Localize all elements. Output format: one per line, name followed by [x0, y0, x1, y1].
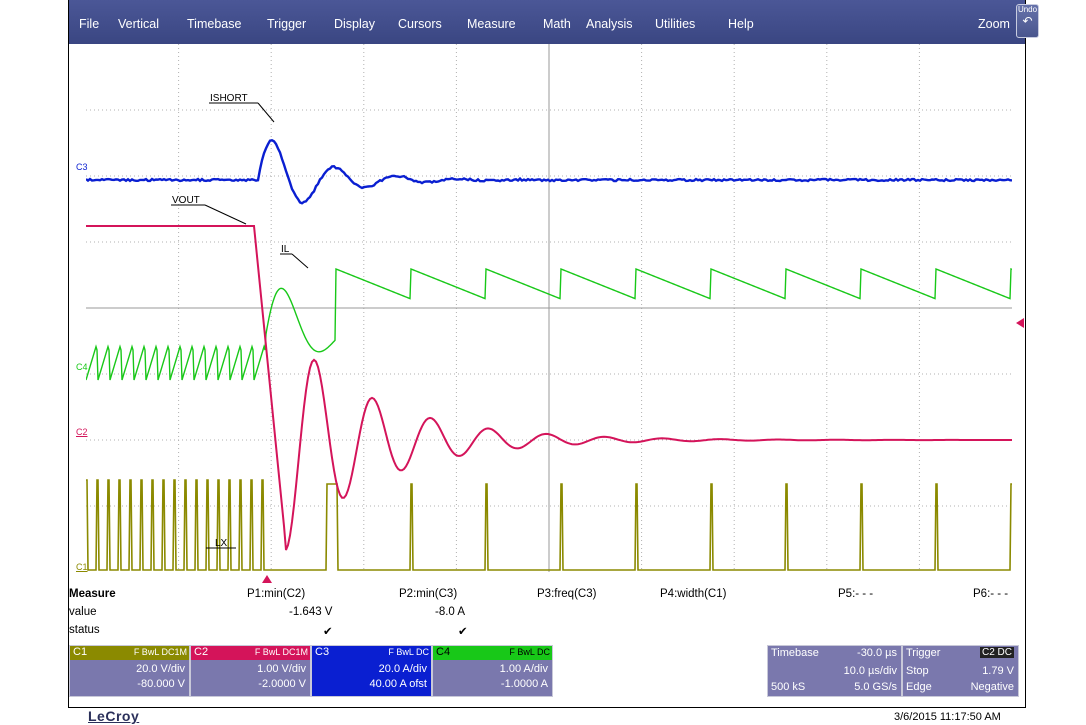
zoom-button[interactable]: Zoom [978, 17, 1010, 31]
channel-box-c2-header: C2 F BwL DC1M [191, 646, 310, 660]
menu-analysis[interactable]: Analysis [586, 17, 633, 31]
param-p2-status: ✔ [458, 624, 468, 638]
menu-bar: File Vertical Timebase Trigger Display C… [69, 0, 1025, 44]
channel-c4-offset: -1.0000 A [501, 678, 548, 690]
param-p5-name[interactable]: P5:- - - [838, 588, 873, 600]
timebase-tdiv: 10.0 µs/div [844, 665, 897, 677]
timebase-rate: 5.0 GS/s [854, 681, 897, 693]
channel-c1-offset: -80.000 V [137, 678, 185, 690]
param-p1-status: ✔ [323, 624, 333, 638]
timestamp: 3/6/2015 11:17:50 AM [894, 711, 1001, 723]
menu-display[interactable]: Display [334, 17, 375, 31]
measure-row-status: status [69, 624, 100, 636]
channel-box-c2[interactable]: C2 F BwL DC1M 1.00 V/div -2.0000 V [190, 645, 311, 697]
channel-c2-offset: -2.0000 V [258, 678, 306, 690]
param-p4-name[interactable]: P4:width(C1) [660, 588, 726, 600]
trigger-level: 1.79 V [982, 665, 1014, 677]
param-p3-name[interactable]: P3:freq(C3) [537, 588, 596, 600]
channel-c4-tag: C4 [436, 646, 450, 658]
timebase-box[interactable]: Timebase -30.0 µs 10.0 µs/div 500 kS 5.0… [767, 645, 902, 697]
lecroy-logo: LeCroy [88, 708, 139, 724]
c4-ground-label: C4 [76, 362, 88, 372]
channel-box-c4[interactable]: C4 F BwL DC 1.00 A/div -1.0000 A [432, 645, 553, 697]
undo-button[interactable]: Undo ↶ [1016, 4, 1039, 38]
trigger-level-marker[interactable] [1012, 318, 1024, 328]
channel-c1-tag: C1 [73, 646, 87, 658]
trigger-position-marker[interactable] [262, 574, 272, 584]
menu-timebase[interactable]: Timebase [187, 17, 241, 31]
menu-trigger[interactable]: Trigger [267, 17, 306, 31]
channel-c3-vdiv: 20.0 A/div [379, 663, 427, 675]
timebase-delay: -30.0 µs [857, 647, 897, 659]
param-p6-name[interactable]: P6:- - - [973, 588, 1008, 600]
menu-cursors[interactable]: Cursors [398, 17, 442, 31]
menu-file[interactable]: File [79, 17, 99, 31]
channel-box-c1-header: C1 F BwL DC1M [70, 646, 189, 660]
menu-math[interactable]: Math [543, 17, 571, 31]
channel-c3-flags: F BwL DC [388, 647, 429, 657]
trigger-mode: Stop [906, 665, 929, 677]
channel-c3-offset: 40.00 A ofst [370, 678, 428, 690]
channel-box-c4-header: C4 F BwL DC [433, 646, 552, 660]
c2-ground-label: C2 [76, 427, 88, 437]
menu-help[interactable]: Help [728, 17, 754, 31]
channel-c2-tag: C2 [194, 646, 208, 658]
trigger-box[interactable]: Trigger C2 DC Stop 1.79 V Edge Negative [902, 645, 1019, 697]
channel-box-c1[interactable]: C1 F BwL DC1M 20.0 V/div -80.000 V [69, 645, 190, 697]
undo-arrow-icon: ↶ [1017, 15, 1038, 27]
measure-row-value: value [69, 606, 97, 618]
c3-ground-label: C3 [76, 162, 88, 172]
trigger-label: Trigger [906, 647, 940, 659]
channel-box-c3[interactable]: C3 F BwL DC 20.0 A/div 40.00 A ofst [311, 645, 432, 697]
param-p2-value: -8.0 A [435, 606, 465, 618]
menu-vertical[interactable]: Vertical [118, 17, 159, 31]
annotation-il: IL [281, 244, 290, 255]
param-p1-value: -1.643 V [289, 606, 332, 618]
timebase-label: Timebase [771, 647, 819, 659]
annotation-ishort: ISHORT [210, 93, 248, 104]
channel-c1-flags: F BwL DC1M [134, 647, 187, 657]
waveform-grid[interactable]: ISHORT VOUT IL LX [86, 44, 1012, 572]
channel-c3-tag: C3 [315, 646, 329, 658]
channel-c2-flags: F BwL DC1M [255, 647, 308, 657]
channel-c4-flags: F BwL DC [509, 647, 550, 657]
trigger-type: Edge [906, 681, 932, 693]
channel-c4-vdiv: 1.00 A/div [500, 663, 548, 675]
param-p1-name[interactable]: P1:min(C2) [247, 588, 305, 600]
menu-measure[interactable]: Measure [467, 17, 516, 31]
annotation-vout: VOUT [172, 195, 200, 206]
trigger-source: C2 DC [980, 647, 1014, 658]
channel-c2-vdiv: 1.00 V/div [257, 663, 306, 675]
channel-box-c3-header: C3 F BwL DC [312, 646, 431, 660]
graticule [86, 44, 1012, 572]
trigger-slope: Negative [971, 681, 1014, 693]
param-p2-name[interactable]: P2:min(C3) [399, 588, 457, 600]
measure-title: Measure [69, 588, 116, 600]
timebase-samples: 500 kS [771, 681, 805, 693]
measure-panel: Measure value status P1:min(C2) -1.643 V… [69, 588, 1025, 643]
menu-utilities[interactable]: Utilities [655, 17, 695, 31]
undo-label: Undo [1018, 5, 1037, 14]
c1-ground-label: C1 [76, 562, 88, 572]
channel-c1-vdiv: 20.0 V/div [136, 663, 185, 675]
annotation-lx: LX [215, 538, 228, 549]
